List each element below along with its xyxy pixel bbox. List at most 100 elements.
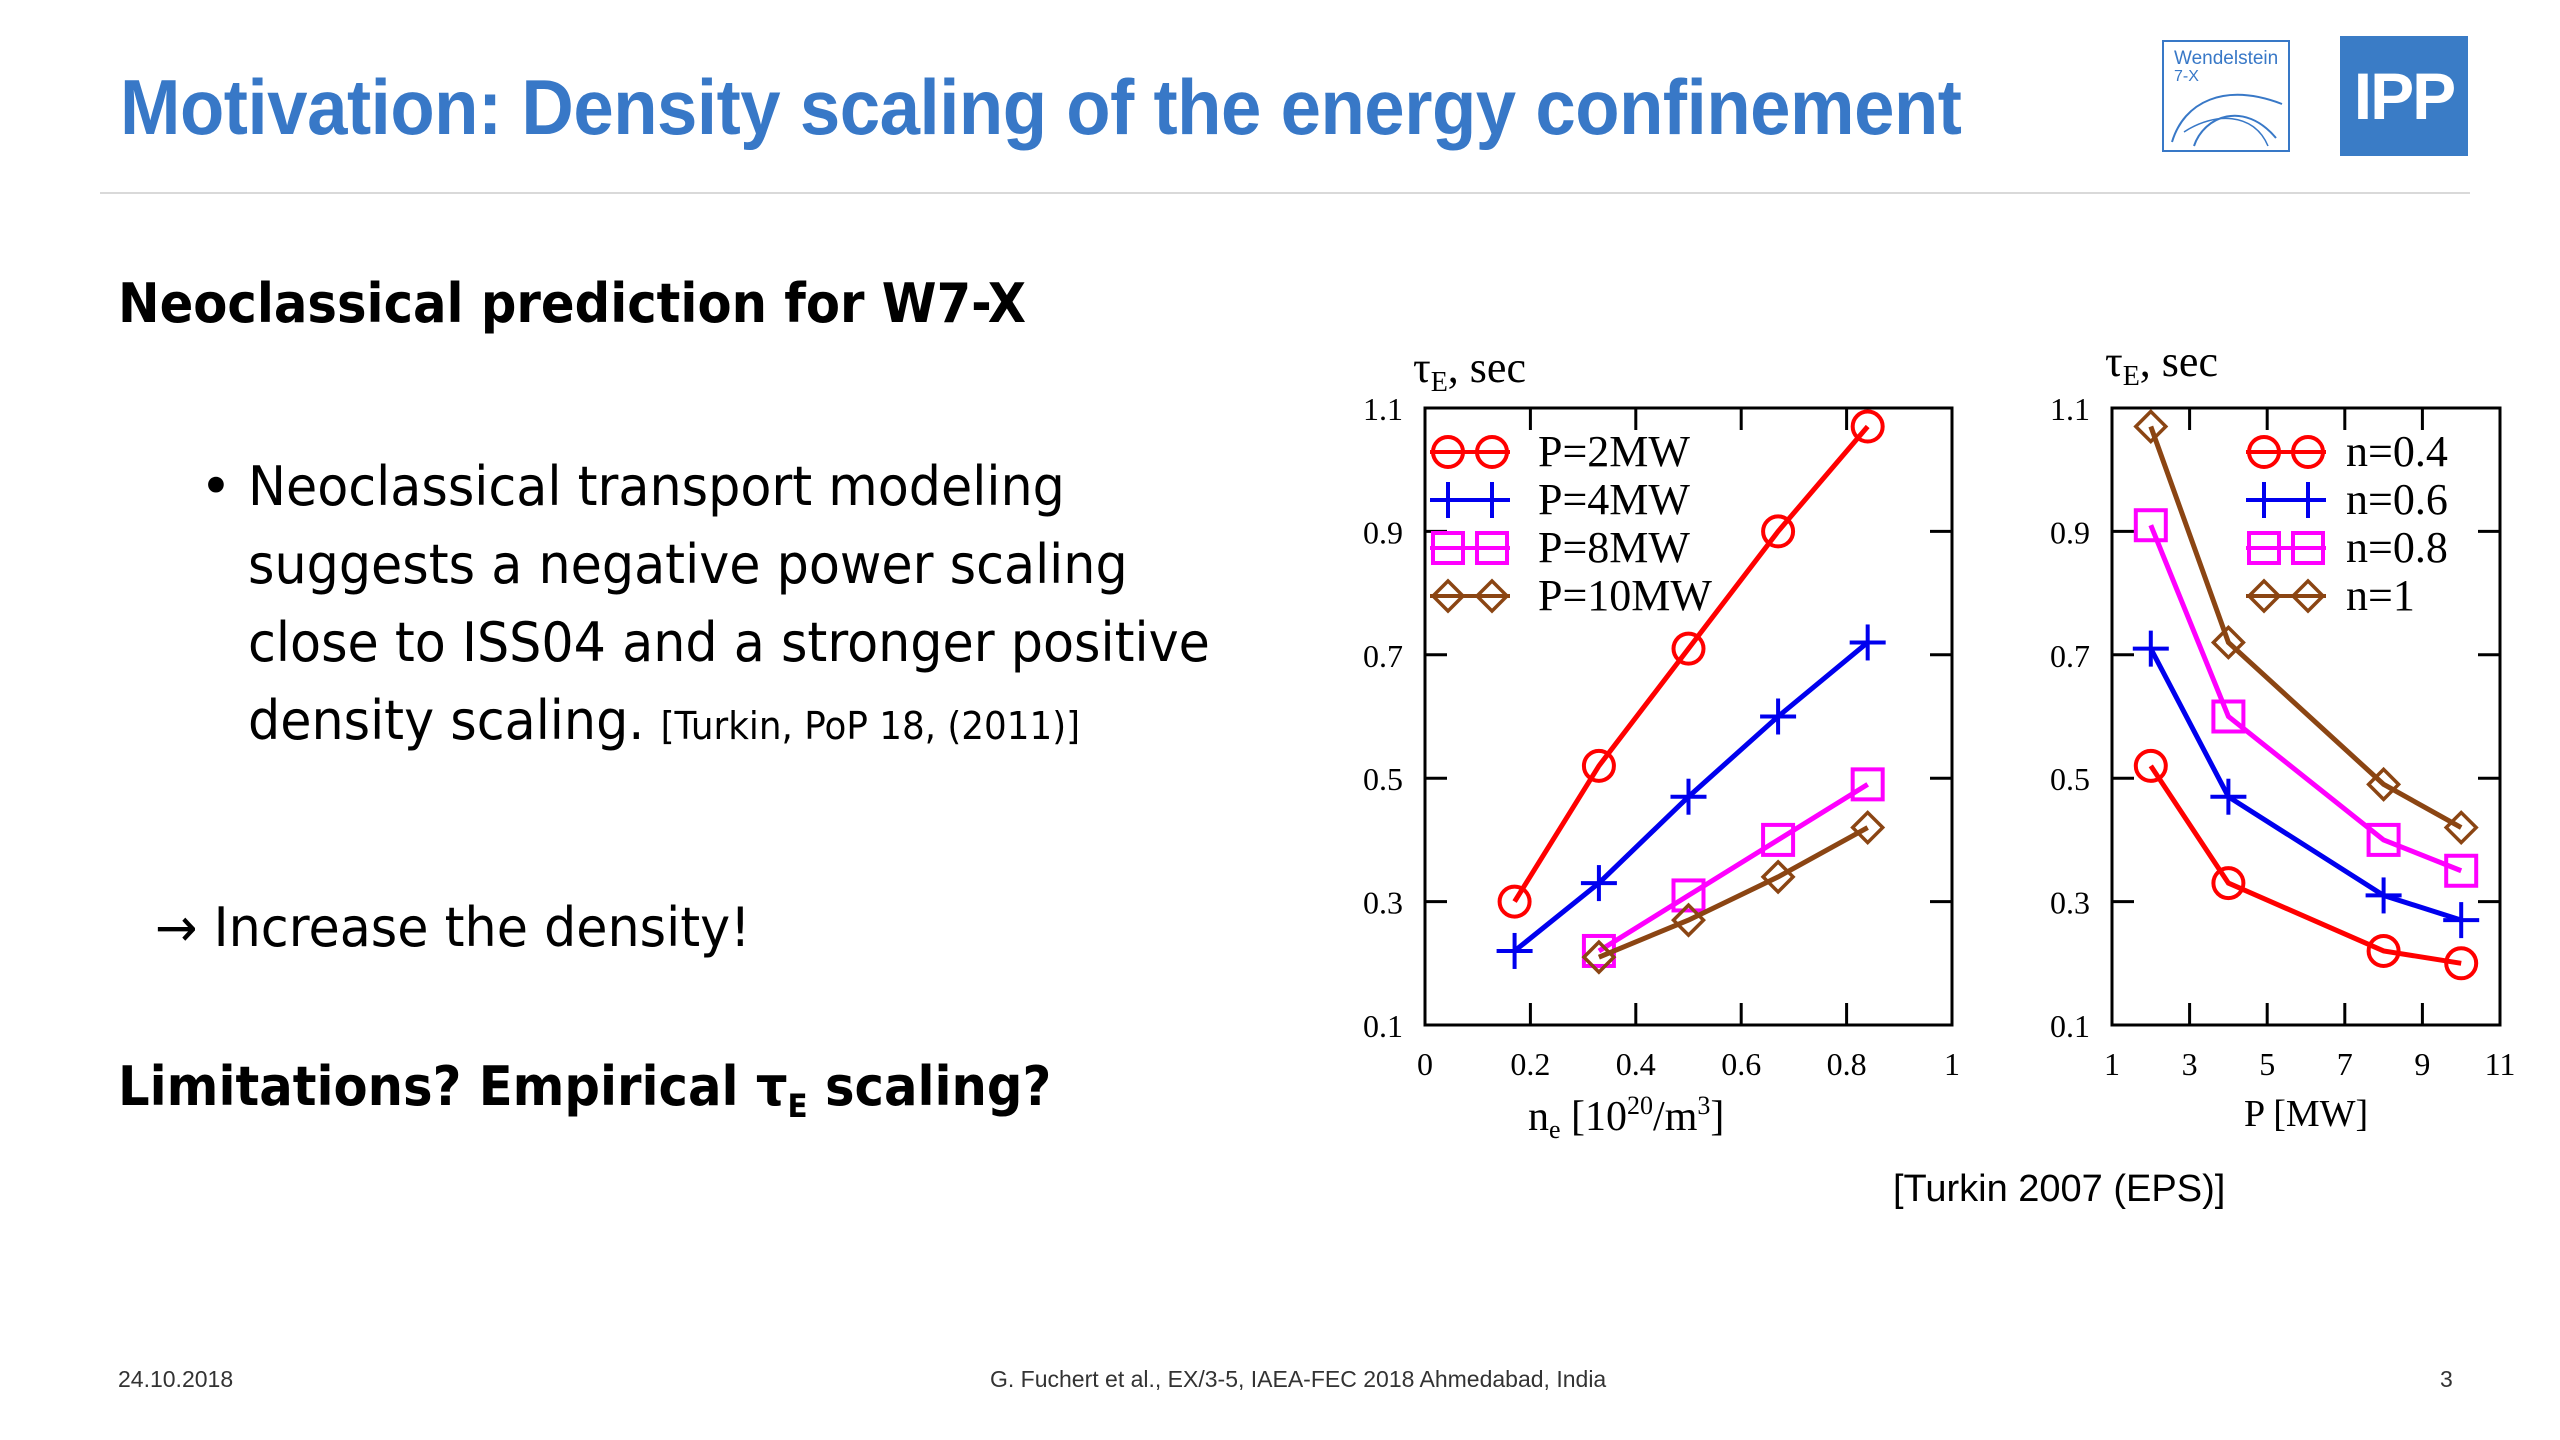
x-tick-label: 5 [2259,1046,2275,1082]
data-point [2444,853,2479,888]
data-point [1671,878,1706,913]
legend-label: n=1 [2346,571,2415,620]
data-point [2443,902,2480,939]
legend-label: n=0.4 [2346,427,2448,476]
y-tick-label: 1.1 [1363,391,1403,427]
x-tick-label: 11 [2485,1046,2516,1082]
y-tick-label: 0.1 [1363,1008,1403,1044]
y-tick-label: 0.1 [2050,1008,2090,1044]
wendelstein-7x-logo: Wendelstein 7-X [2162,40,2290,152]
data-point [2133,748,2168,783]
bullet-text: Neoclassical transport modeling suggests… [248,448,1226,765]
power-scaling-chart: τE, sec P [MW] 0.1 0.3 0.5 0.7 0.9 1.1 1 3 5 7 9 11… [2050,337,2515,1135]
right-chart-ylabel: τE, sec [2105,337,2218,392]
series-line [1597,825,1869,960]
x-tick-label: 1 [2104,1046,2120,1082]
series-line [2148,764,2462,966]
x-tick-label: 7 [2337,1046,2353,1082]
data-point [1496,932,1533,969]
series-line [2148,425,2463,830]
y-tick-label: 0.5 [1363,761,1403,797]
data-point [1670,778,1707,815]
x-tick-label: 1 [1944,1046,1960,1082]
data-point [1761,822,1796,857]
bullet-citation: [Turkin, PoP 18, (2011)] [660,704,1081,748]
limits-suffix: scaling? [807,1055,1052,1118]
legend-marker [1430,435,1510,469]
legend-label: P=8MW [1538,523,1690,572]
data-point [2211,699,2246,734]
data-point [1497,884,1532,919]
legend-marker [1430,482,1510,518]
legend-label: P=2MW [1538,427,1690,476]
data-point [1849,624,1886,661]
data-point [2366,766,2402,802]
w7x-logo-subtext: 7-X [2174,68,2199,85]
legend-label: n=0.6 [2346,475,2448,524]
x-tick-label: 3 [2182,1046,2198,1082]
series-line [1597,782,1869,954]
x-tick-label: 0.8 [1827,1046,1867,1082]
page-number: 3 [2440,1366,2453,1392]
legend-marker [2246,531,2326,565]
section-heading: Neoclassical prediction for W7-X [118,272,1027,335]
data-point [2133,409,2169,444]
data-point [1760,859,1796,895]
right-chart-xlabel: P [MW] [2244,1093,2368,1135]
y-tick-label: 0.7 [2050,638,2090,674]
ipp-logo: IPP [2340,36,2468,156]
x-tick-label: 0 [1417,1046,1433,1082]
data-point [1581,939,1617,975]
left-chart-xlabel: ne [1020/m3] [1528,1091,1724,1144]
limits-prefix: Limitations? Empirical τ [118,1055,788,1118]
data-point [2365,877,2402,914]
title-divider [100,192,2470,194]
legend-marker [1430,531,1510,565]
x-tick-label: 0.4 [1616,1046,1656,1082]
data-point [2443,810,2479,846]
legend-label: P=10MW [1538,571,1712,620]
data-point [1761,514,1796,549]
y-tick-label: 0.5 [2050,761,2090,797]
limitations-question: Limitations? Empirical τE scaling? [118,1055,1051,1125]
data-point [1850,409,1885,444]
footer-citation: G. Fuchert et al., EX/3-5, IAEA-FEC 2018… [990,1366,1607,1392]
legend-label: n=0.8 [2346,523,2448,572]
data-point [2210,624,2246,660]
chart-frame [1423,406,1954,1027]
w7x-logo-text: Wendelstein [2174,48,2279,69]
x-tick-label: 9 [2414,1046,2430,1082]
y-tick-label: 0.3 [2050,885,2090,921]
data-point [2211,866,2246,901]
data-point [1850,810,1886,846]
y-tick-label: 0.7 [1363,638,1403,674]
bullet-marker: • [200,455,232,518]
data-point [1581,748,1616,783]
density-scaling-chart: τE, sec ne [1020/m3] 0.1 0.3 0.5 0.7 0.9 1.1 0… [1363,343,1960,1144]
chart-frame [2110,406,2502,1027]
legend-marker [2246,578,2326,614]
x-tick-label: 0.6 [1721,1046,1761,1082]
data-point [1850,767,1885,802]
increase-density-note: → Increase the density! [155,896,751,959]
data-point [1671,631,1706,666]
limits-subscript: E [787,1086,808,1125]
w7x-logo-swirl-icon [2171,93,2283,147]
y-tick-label: 0.3 [1363,885,1403,921]
y-tick-label: 0.9 [1363,514,1403,550]
legend-marker [2246,482,2326,518]
bullet-body: Neoclassical transport modeling suggests… [248,455,1210,752]
series-line [2148,524,2463,874]
chart-citation: [Turkin 2007 (EPS)] [1893,1168,2226,1210]
data-point [2366,933,2401,968]
data-point [2210,778,2247,815]
data-point [1580,865,1617,902]
data-point [2444,946,2479,981]
x-tick-label: 0.2 [1510,1046,1550,1082]
y-tick-label: 1.1 [2050,391,2090,427]
legend-marker [1430,578,1510,614]
slide-title: Motivation: Density scaling of the energ… [120,63,1962,151]
legend-label: P=4MW [1538,475,1690,524]
data-point [1671,902,1706,938]
y-tick-label: 0.9 [2050,514,2090,550]
